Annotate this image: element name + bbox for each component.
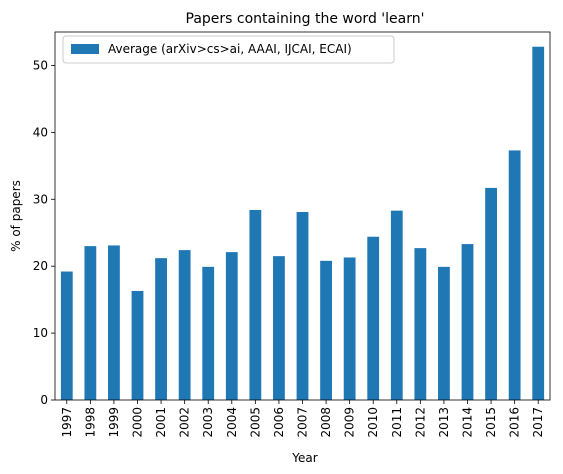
y-tick-label: 0 [40,393,48,407]
y-tick-label: 10 [33,326,48,340]
x-tick-label: 2009 [343,407,357,438]
bar-2013 [438,266,450,400]
x-tick-label: 2000 [131,407,145,438]
x-tick-label: 1998 [83,407,97,438]
bar-2001 [155,258,167,400]
x-tick-label: 2007 [296,407,310,438]
bar-2006 [273,256,285,400]
x-tick-label: 2005 [248,407,262,438]
bar-1998 [84,246,97,400]
bar-2016 [508,150,521,400]
bar-2017 [532,46,545,400]
bar-2007 [296,211,309,400]
bar-2010 [367,236,380,400]
x-tick-label: 2003 [201,407,215,438]
y-tick-label: 20 [33,259,48,273]
legend: Average (arXiv>cs>ai, AAAI, IJCAI, ECAI) [62,35,395,64]
y-axis-label: % of papers [9,180,23,252]
x-tick-label: 2002 [178,407,192,438]
x-tick-label: 2013 [437,407,451,438]
legend-box [62,35,395,64]
bar-2000 [131,290,144,400]
x-tick-label: 2015 [484,407,498,438]
x-tick-label: 2017 [531,407,545,438]
y-tick-label: 40 [33,125,48,139]
x-axis-label: Year [291,451,317,465]
y-tick-label: 50 [33,58,48,72]
chart-title: Papers containing the word 'learn' [186,11,425,27]
bar-2005 [249,209,262,400]
bar-1999 [108,245,120,400]
x-tick-label: 2001 [154,407,168,438]
y-ticks-group: 0 10 20 30 40 50 [33,58,55,407]
legend-swatch [71,44,99,54]
bar-2002 [178,250,191,400]
x-tick-label: 2014 [461,407,475,438]
x-tick-label: 1999 [107,407,121,438]
bar-2009 [343,257,356,400]
x-ticks-group: 1997 1998 1999 2000 2001 2002 2003 2004 2005 2006… [60,400,545,438]
x-tick-label: 2008 [319,407,333,438]
x-tick-label: 2016 [508,407,522,438]
bar-2015 [485,187,497,400]
x-tick-label: 2011 [390,407,404,438]
bar-2011 [390,210,403,400]
bar-2003 [202,266,215,400]
x-tick-label: 2012 [413,407,427,438]
y-tick-label: 30 [33,192,48,206]
x-tick-label: 2004 [225,407,239,438]
x-tick-label: 2006 [272,407,286,438]
x-tick-label: 1997 [60,407,74,438]
bar-2014 [461,244,474,400]
legend-label: Average (arXiv>cs>ai, AAAI, IJCAI, ECAI) [108,42,352,56]
bar-2012 [414,248,427,400]
bars-group [60,46,545,400]
x-tick-label: 2010 [366,407,380,438]
bar-2004 [225,252,238,400]
bar-1997 [60,271,73,400]
bar-2008 [320,260,332,400]
